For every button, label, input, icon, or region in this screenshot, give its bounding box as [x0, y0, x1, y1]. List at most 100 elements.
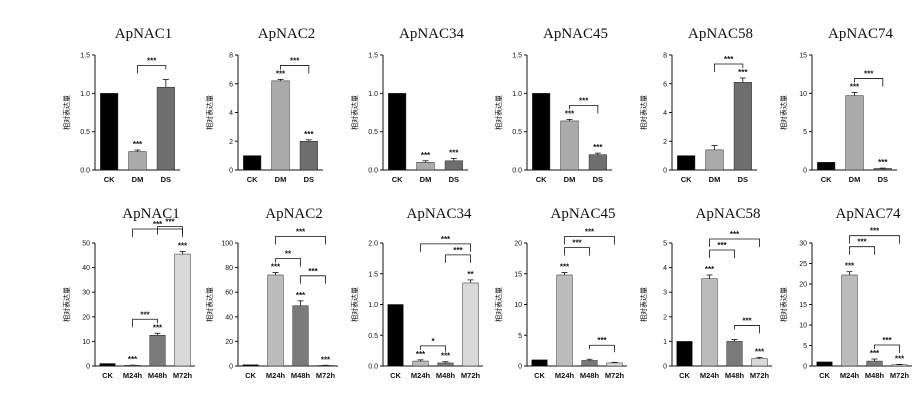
- significance-mark: ***: [850, 83, 860, 92]
- y-tick-label: 2: [663, 139, 667, 146]
- bar: [845, 95, 864, 171]
- significance-mark: ***: [870, 349, 880, 358]
- bracket-label: ***: [724, 55, 734, 64]
- significance-bracket: [300, 275, 326, 284]
- significance-bracket: [569, 105, 599, 114]
- bar: [701, 278, 718, 367]
- chart-title: ApNAC1: [115, 26, 173, 42]
- y-tick-label: 5: [518, 333, 522, 340]
- y-axis-label: 相对表达量: [494, 287, 503, 322]
- y-tick-label: 1.5: [368, 271, 378, 278]
- bracket-label: ***: [165, 218, 175, 227]
- significance-mark: ***: [449, 149, 459, 158]
- x-tick-label: CK: [821, 175, 832, 184]
- y-tick-label: 5: [663, 241, 667, 248]
- y-tick-label: 2: [663, 314, 667, 321]
- y-tick-label: 0.5: [368, 333, 378, 340]
- bracket-label: ***: [882, 336, 892, 345]
- x-tick-label: M48h: [291, 371, 311, 380]
- chart-panel: ApNAC45 0.0 0.5 1.0 1.5 相对表达量 CK DM *** DS *** ***: [494, 26, 612, 184]
- y-tick-label: 3: [663, 290, 667, 297]
- bar: [891, 364, 908, 367]
- bar: [817, 162, 836, 171]
- y-tick-label: 0.5: [80, 129, 90, 136]
- y-tick-label: 0.5: [368, 129, 378, 136]
- y-tick-label: 6: [663, 81, 667, 88]
- bracket-label: ***: [597, 336, 607, 345]
- significance-bracket: [420, 243, 471, 252]
- significance-mark: ***: [128, 355, 138, 364]
- chart-panel: ApNAC58 0 2 4 6 8 相对表达量 CK DM DS *** ***: [639, 26, 757, 184]
- significance-mark: ***: [738, 68, 748, 77]
- bar: [532, 93, 551, 171]
- bar: [271, 80, 290, 171]
- bar: [128, 151, 147, 171]
- bar: [174, 253, 191, 367]
- significance-bracket: [849, 246, 875, 255]
- bar: [751, 358, 768, 367]
- significance-bracket: [280, 65, 310, 74]
- y-tick-label: 50: [82, 241, 90, 248]
- y-tick-label: 5: [803, 343, 807, 350]
- significance-mark: ***: [705, 265, 715, 274]
- y-axis-label: 相对表达量: [494, 95, 503, 130]
- x-tick-label: DM: [132, 175, 144, 184]
- bar: [388, 93, 407, 171]
- x-tick-label: M48h: [148, 371, 168, 380]
- bar: [677, 155, 696, 171]
- bar: [588, 154, 607, 171]
- bar: [726, 341, 743, 367]
- x-tick-label: M24h: [266, 371, 286, 380]
- y-tick-label: 30: [799, 241, 807, 248]
- significance-mark: ***: [565, 109, 575, 118]
- y-tick-label: 30: [82, 290, 90, 297]
- chart-title: ApNAC1: [122, 206, 180, 222]
- bar: [292, 305, 309, 367]
- chart-title: ApNAC45: [543, 26, 608, 42]
- significance-mark: ***: [296, 291, 306, 300]
- x-tick-label: CK: [681, 175, 692, 184]
- significance-mark: ***: [755, 347, 765, 356]
- x-tick-label: DS: [593, 175, 603, 184]
- chart-panel: ApNAC74 0 5 10 15 20 25 30 相对表达量 CK M24h *** M48h ***…: [779, 206, 912, 380]
- y-axis-label: 相对表达量: [639, 95, 648, 130]
- significance-bracket: [137, 65, 167, 74]
- bar: [299, 141, 318, 171]
- bar: [416, 162, 435, 171]
- x-tick-label: CK: [247, 175, 258, 184]
- y-tick-label: 4: [663, 110, 667, 117]
- chart-title: ApNAC58: [695, 206, 760, 222]
- y-tick-label: 20: [514, 241, 522, 248]
- bar: [866, 360, 883, 367]
- y-tick-label: 0: [803, 168, 807, 175]
- y-tick-label: 40: [225, 314, 233, 321]
- significance-bracket: [709, 238, 760, 247]
- bar: [242, 364, 259, 367]
- x-tick-label: CK: [392, 175, 403, 184]
- significance-mark: ***: [845, 262, 855, 271]
- chart-title: ApNAC58: [688, 26, 753, 42]
- significance-mark: ***: [271, 263, 281, 272]
- x-tick-label: CK: [534, 371, 545, 380]
- bar: [437, 362, 454, 367]
- x-tick-label: CK: [390, 371, 401, 380]
- significance-bracket: [132, 318, 158, 328]
- significance-bracket: [714, 63, 744, 72]
- bracket-label: ***: [153, 220, 163, 229]
- significance-bracket: [420, 345, 446, 352]
- y-tick-label: 40: [82, 265, 90, 272]
- y-tick-label: 1: [663, 339, 667, 346]
- y-tick-label: 8: [663, 53, 667, 60]
- y-tick-label: 60: [225, 290, 233, 297]
- x-tick-label: DM: [420, 175, 432, 184]
- bracket-label: ***: [308, 267, 318, 276]
- y-tick-label: 4: [229, 110, 233, 117]
- chart-title: ApNAC45: [550, 206, 615, 222]
- y-tick-label: 80: [225, 265, 233, 272]
- bar: [156, 86, 175, 171]
- bar: [99, 363, 116, 367]
- bar: [560, 120, 579, 171]
- significance-mark: ***: [593, 143, 603, 152]
- y-axis-label: 相对表达量: [350, 95, 359, 130]
- bar: [149, 335, 166, 367]
